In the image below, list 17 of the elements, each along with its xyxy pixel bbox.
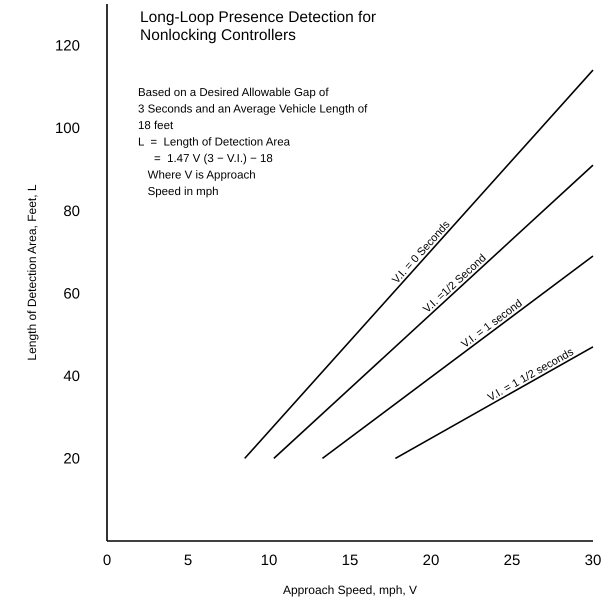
x-tick-label: 15 bbox=[342, 552, 358, 569]
y-tick-label: 120 bbox=[54, 38, 80, 55]
y-tick-label: 20 bbox=[63, 450, 80, 468]
y-tick-label: 100 bbox=[54, 120, 80, 138]
x-tick-label: 20 bbox=[422, 552, 440, 569]
x-tick-label: 0 bbox=[102, 552, 112, 569]
y-tick-label: 80 bbox=[63, 202, 80, 220]
text: Long-Loop Presence Detection for Nonlocking Controllers bbox=[140, 9, 376, 44]
x-tick-label: 5 bbox=[184, 552, 192, 569]
x-tick-label: 30 bbox=[584, 552, 602, 569]
y-axis-title: Length of Detection Area, Feet, L bbox=[25, 184, 39, 361]
x-axis-title: Approach Speed, mph, V bbox=[282, 583, 418, 597]
x-tick-label: 25 bbox=[504, 552, 520, 569]
x-tick-label: 10 bbox=[260, 552, 278, 569]
y-tick-label: 60 bbox=[63, 285, 80, 302]
annotation: Based on a Desired Allowable Gap of 3 Seconds and an Average Vehicle Length of 18 feet L = Length of Detection Area = 1.47 V (3 − V.I.) − 18 Where V is Approach Speed in mph bbox=[138, 87, 368, 198]
y-tick-label: 40 bbox=[63, 368, 80, 386]
